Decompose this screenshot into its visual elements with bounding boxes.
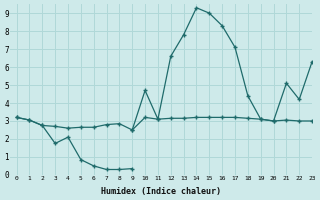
X-axis label: Humidex (Indice chaleur): Humidex (Indice chaleur): [101, 187, 221, 196]
